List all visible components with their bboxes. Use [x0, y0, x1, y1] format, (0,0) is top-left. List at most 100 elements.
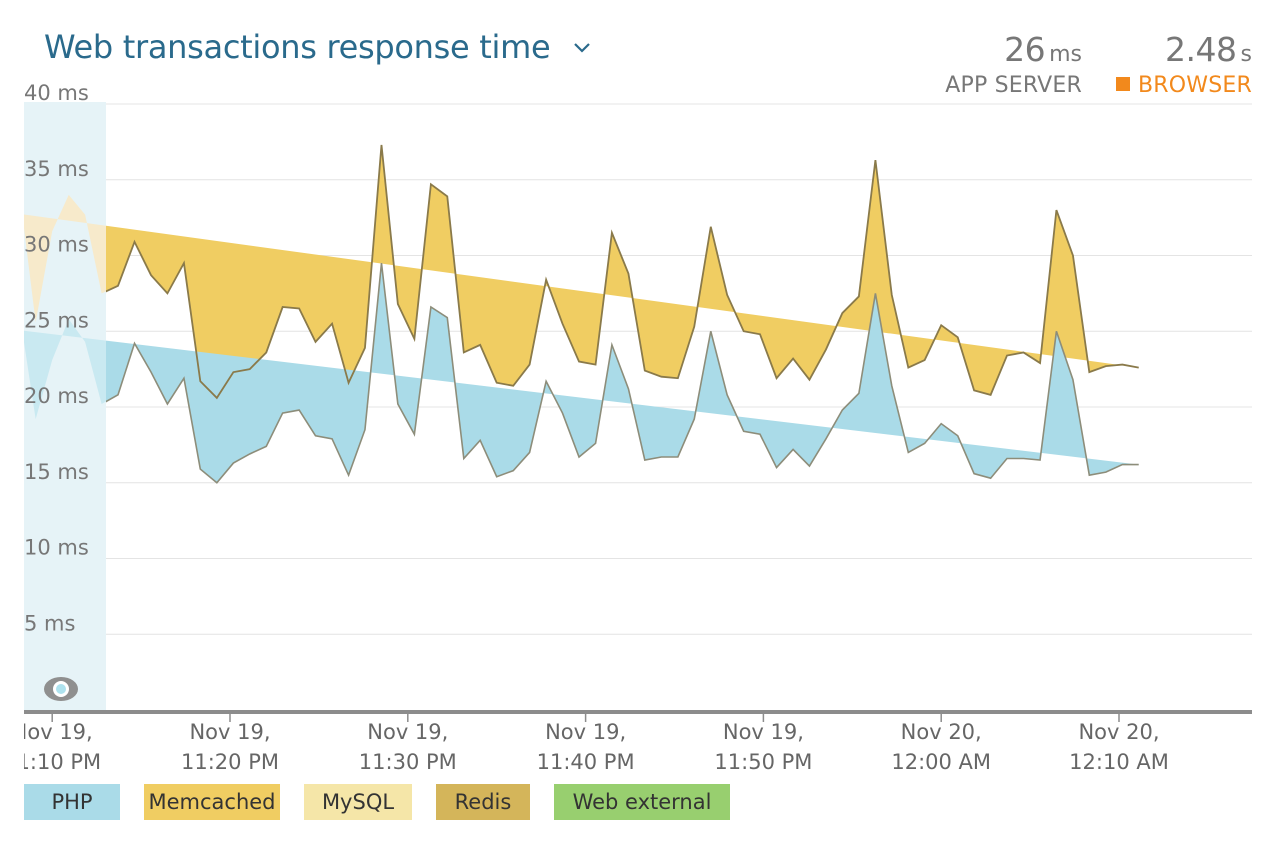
data-point[interactable]: [823, 346, 829, 352]
data-point[interactable]: [872, 157, 878, 163]
data-point[interactable]: [197, 378, 203, 384]
x-tick-label: 11:50 PM: [714, 750, 812, 774]
x-tick-label: 11:30 PM: [359, 750, 457, 774]
x-tick-label: 12:10 AM: [1069, 750, 1169, 774]
data-point[interactable]: [395, 301, 401, 307]
data-point[interactable]: [214, 395, 220, 401]
data-point[interactable]: [955, 334, 961, 340]
legend-item-redis[interactable]: Redis: [436, 784, 530, 820]
data-point[interactable]: [1218, 0, 1224, 3]
data-point[interactable]: [543, 277, 549, 283]
data-point[interactable]: [658, 374, 664, 380]
legend-item-memcached[interactable]: Memcached: [144, 784, 280, 820]
data-point[interactable]: [444, 193, 450, 199]
data-point[interactable]: [263, 349, 269, 355]
data-point[interactable]: [675, 375, 681, 381]
data-point[interactable]: [230, 369, 236, 375]
data-point[interactable]: [757, 331, 763, 337]
x-axis-line: [24, 710, 1252, 714]
x-tick-label: Nov 19,: [367, 720, 448, 744]
data-point[interactable]: [1004, 352, 1010, 358]
data-point[interactable]: [411, 336, 417, 342]
x-tick-label: 11:10 PM: [3, 750, 101, 774]
y-tick-label-overlay: 10 ms: [24, 536, 89, 560]
data-point[interactable]: [559, 321, 565, 327]
x-tick-label: Nov 20,: [901, 720, 982, 744]
data-point[interactable]: [905, 365, 911, 371]
data-point[interactable]: [181, 260, 187, 266]
data-point[interactable]: [1202, 0, 1208, 3]
data-point[interactable]: [428, 181, 434, 187]
chevron-down-icon[interactable]: [572, 37, 592, 57]
data-point[interactable]: [593, 362, 599, 368]
legend-item-web-external[interactable]: Web external: [554, 784, 730, 820]
data-point[interactable]: [642, 368, 648, 374]
data-point[interactable]: [708, 224, 714, 230]
data-point[interactable]: [115, 283, 121, 289]
data-point[interactable]: [1021, 349, 1027, 355]
eye-icon[interactable]: [44, 677, 78, 701]
x-tick-label: 11:40 PM: [537, 750, 635, 774]
data-point[interactable]: [329, 321, 335, 327]
data-point[interactable]: [132, 239, 138, 245]
series-area-memcached-faded: [24, 194, 106, 323]
data-point[interactable]: [494, 380, 500, 386]
chart-title[interactable]: Web transactions response time: [44, 28, 551, 66]
data-point[interactable]: [741, 328, 747, 334]
legend-item-php[interactable]: PHP: [24, 784, 120, 820]
data-point[interactable]: [1169, 0, 1175, 3]
data-point[interactable]: [856, 293, 862, 299]
app-server-unit: ms: [1049, 42, 1082, 67]
x-tick-label: 12:00 AM: [891, 750, 991, 774]
browser-label-text: BROWSER: [1138, 73, 1252, 98]
data-point[interactable]: [346, 380, 352, 386]
data-point[interactable]: [576, 359, 582, 365]
data-point[interactable]: [1152, 0, 1158, 3]
x-tick-label: Nov 19,: [189, 720, 270, 744]
data-point[interactable]: [313, 339, 319, 345]
browser-stat[interactable]: 2.48 s BROWSER: [1116, 30, 1252, 98]
data-point[interactable]: [774, 375, 780, 381]
data-point[interactable]: [922, 357, 928, 363]
data-point[interactable]: [724, 292, 730, 298]
data-point[interactable]: [609, 230, 615, 236]
data-point[interactable]: [1086, 369, 1092, 375]
data-point[interactable]: [1053, 207, 1059, 213]
data-point[interactable]: [938, 322, 944, 328]
app-server-label: APP SERVER: [945, 73, 1082, 98]
x-tick-label: 11:20 PM: [181, 750, 279, 774]
data-point[interactable]: [1235, 0, 1241, 3]
legend-item-mysql[interactable]: MySQL: [304, 784, 412, 820]
data-point[interactable]: [988, 392, 994, 398]
data-point[interactable]: [691, 324, 697, 330]
data-point[interactable]: [296, 306, 302, 312]
data-point[interactable]: [1185, 0, 1191, 3]
data-point[interactable]: [790, 356, 796, 362]
browser-value: 2.48: [1165, 30, 1237, 69]
data-point[interactable]: [461, 349, 467, 355]
chart-header: Web transactions response time: [44, 28, 592, 66]
data-point[interactable]: [806, 377, 812, 383]
data-point[interactable]: [1136, 365, 1142, 371]
data-point[interactable]: [839, 310, 845, 316]
data-point[interactable]: [1070, 253, 1076, 259]
data-point[interactable]: [510, 383, 516, 389]
app-server-stat[interactable]: 26 ms APP SERVER: [945, 30, 1082, 98]
data-point[interactable]: [280, 304, 286, 310]
y-tick-label-overlay: 15 ms: [24, 460, 89, 484]
data-point[interactable]: [971, 387, 977, 393]
data-point[interactable]: [378, 142, 384, 148]
y-tick-label: 40 ms: [24, 81, 89, 105]
data-point[interactable]: [1119, 362, 1125, 368]
data-point[interactable]: [1103, 363, 1109, 369]
data-point[interactable]: [362, 345, 368, 351]
data-point[interactable]: [1037, 360, 1043, 366]
data-point[interactable]: [527, 362, 533, 368]
data-point[interactable]: [148, 272, 154, 278]
data-point[interactable]: [625, 271, 631, 277]
data-point[interactable]: [247, 366, 253, 372]
data-point[interactable]: [477, 342, 483, 348]
data-point[interactable]: [164, 290, 170, 296]
data-point[interactable]: [889, 292, 895, 298]
